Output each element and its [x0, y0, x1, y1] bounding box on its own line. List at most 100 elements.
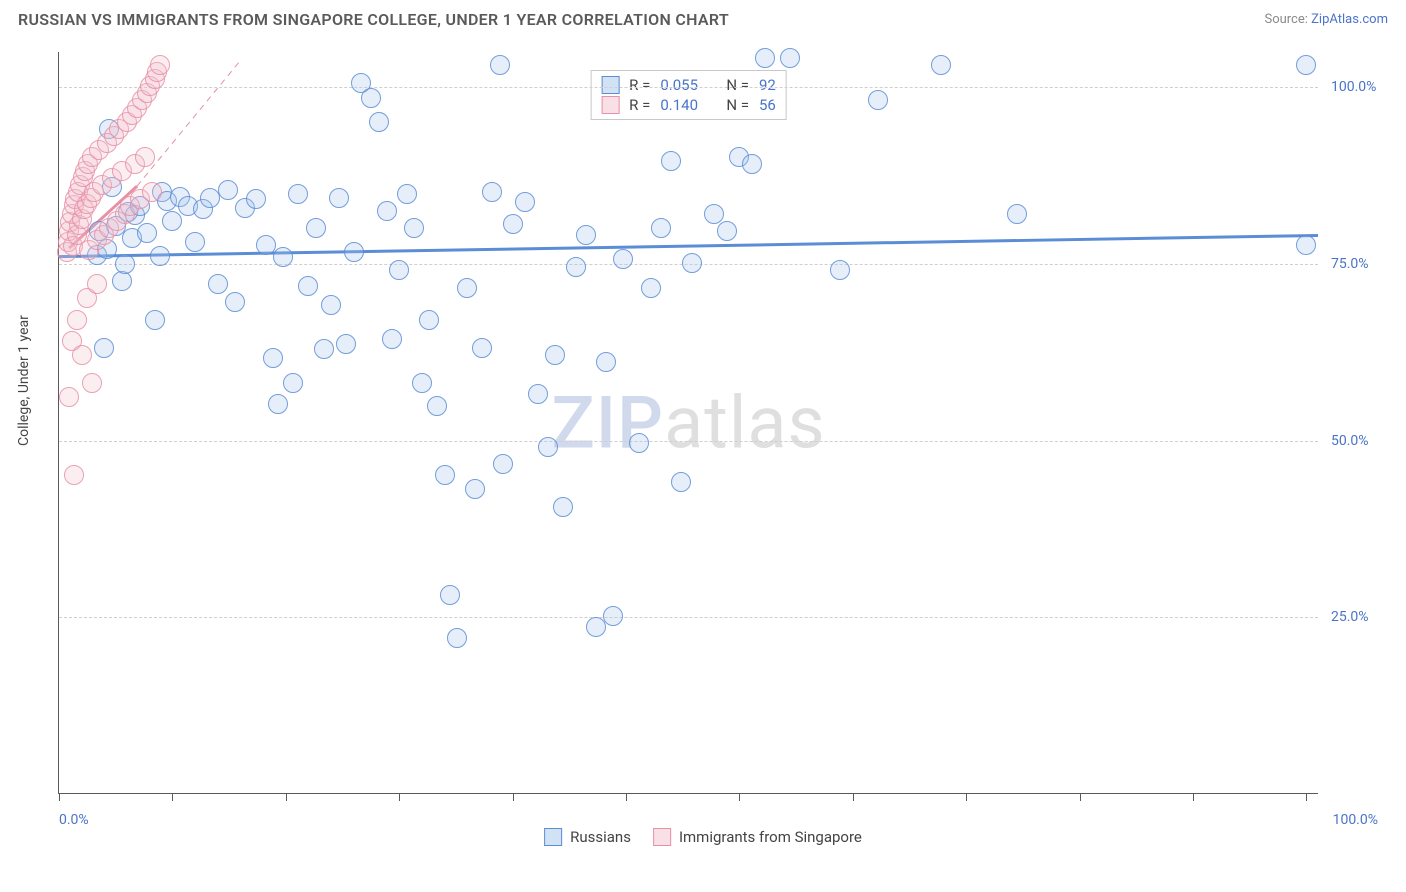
scatter-point — [742, 154, 762, 174]
scatter-point — [528, 384, 548, 404]
scatter-point — [283, 373, 303, 393]
legend-swatch — [653, 828, 671, 846]
x-tick — [853, 793, 854, 801]
scatter-point — [377, 201, 397, 221]
scatter-point — [545, 345, 565, 365]
legend-r-value: 0.055 — [660, 76, 716, 94]
chart-title: RUSSIAN VS IMMIGRANTS FROM SINGAPORE COL… — [18, 10, 729, 29]
scatter-point — [288, 184, 308, 204]
scatter-point — [263, 348, 283, 368]
scatter-point — [256, 235, 276, 255]
scatter-point — [1296, 235, 1316, 255]
legend-r-value: 0.140 — [660, 96, 716, 114]
x-tick — [59, 793, 60, 801]
scatter-point — [596, 352, 616, 372]
legend-stats: R = 0.055 N = 92 R = 0.140 N = 56 — [590, 70, 787, 120]
scatter-point — [613, 249, 633, 269]
scatter-point — [440, 585, 460, 605]
legend-n-value: 56 — [759, 96, 776, 114]
scatter-point — [397, 184, 417, 204]
scatter-point — [208, 274, 228, 294]
x-tick — [1306, 793, 1307, 801]
scatter-point — [472, 338, 492, 358]
scatter-point — [150, 246, 170, 266]
scatter-point — [629, 433, 649, 453]
scatter-point — [717, 221, 737, 241]
x-axis-min-label: 0.0% — [59, 812, 89, 828]
x-tick — [286, 793, 287, 801]
scatter-point — [72, 345, 92, 365]
legend-r-label: R = — [629, 76, 650, 94]
scatter-point — [553, 497, 573, 517]
scatter-point — [389, 260, 409, 280]
gridline — [59, 87, 1318, 88]
scatter-point — [314, 339, 334, 359]
x-tick — [1080, 793, 1081, 801]
source-link[interactable]: ZipAtlas.com — [1311, 12, 1388, 27]
scatter-point — [306, 218, 326, 238]
scatter-point — [344, 242, 364, 262]
scatter-point — [755, 48, 775, 68]
legend-item: Russians — [544, 828, 631, 846]
scatter-point — [273, 247, 293, 267]
scatter-point — [704, 204, 724, 224]
scatter-point — [482, 182, 502, 202]
watermark-zip: ZIP — [551, 380, 664, 465]
scatter-point — [538, 437, 558, 457]
scatter-point — [465, 479, 485, 499]
scatter-point — [361, 88, 381, 108]
scatter-point — [218, 180, 238, 200]
watermark: ZIPatlas — [551, 380, 825, 465]
gridline — [59, 617, 1318, 618]
scatter-point — [493, 454, 513, 474]
scatter-point — [336, 334, 356, 354]
scatter-point — [321, 295, 341, 315]
scatter-point — [246, 189, 266, 209]
y-tick-label: 75.0% — [1331, 256, 1369, 272]
scatter-point — [671, 472, 691, 492]
scatter-point — [830, 260, 850, 280]
legend-stats-row: R = 0.140 N = 56 — [601, 95, 776, 115]
scatter-point — [576, 225, 596, 245]
scatter-point — [404, 218, 424, 238]
scatter-point — [457, 278, 477, 298]
scatter-point — [87, 274, 107, 294]
scatter-point — [435, 465, 455, 485]
scatter-point — [150, 55, 170, 75]
scatter-point — [1296, 55, 1316, 75]
scatter-point — [447, 628, 467, 648]
scatter-point — [137, 223, 157, 243]
scatter-point — [503, 214, 523, 234]
legend-bottom: Russians Immigrants from Singapore — [544, 828, 862, 846]
y-axis-title: College, Under 1 year — [16, 315, 32, 446]
scatter-point — [382, 329, 402, 349]
y-tick-label: 25.0% — [1331, 609, 1369, 625]
source-label: Source: ZipAtlas.com — [1264, 12, 1388, 27]
scatter-point — [82, 373, 102, 393]
scatter-point — [142, 182, 162, 202]
legend-item: Immigrants from Singapore — [653, 828, 862, 846]
scatter-point — [115, 254, 135, 274]
scatter-point — [682, 253, 702, 273]
scatter-point — [490, 55, 510, 75]
scatter-point — [94, 338, 114, 358]
legend-n-value: 92 — [759, 76, 776, 94]
scatter-point — [412, 373, 432, 393]
plot-area: ZIPatlas R = 0.055 N = 92 R = 0.140 N = … — [58, 52, 1318, 794]
x-tick — [513, 793, 514, 801]
legend-n-label: N = — [726, 76, 749, 94]
legend-stats-row: R = 0.055 N = 92 — [601, 75, 776, 95]
scatter-point — [135, 147, 155, 167]
scatter-point — [162, 211, 182, 231]
scatter-point — [661, 151, 681, 171]
gridline — [59, 441, 1318, 442]
scatter-point — [931, 55, 951, 75]
x-tick — [966, 793, 967, 801]
legend-swatch-singapore — [601, 96, 619, 114]
x-tick — [739, 793, 740, 801]
legend-label: Russians — [570, 828, 631, 846]
scatter-point — [419, 310, 439, 330]
x-tick — [1193, 793, 1194, 801]
scatter-point — [603, 606, 623, 626]
chart-area: College, Under 1 year ZIPatlas R = 0.055… — [18, 40, 1388, 852]
